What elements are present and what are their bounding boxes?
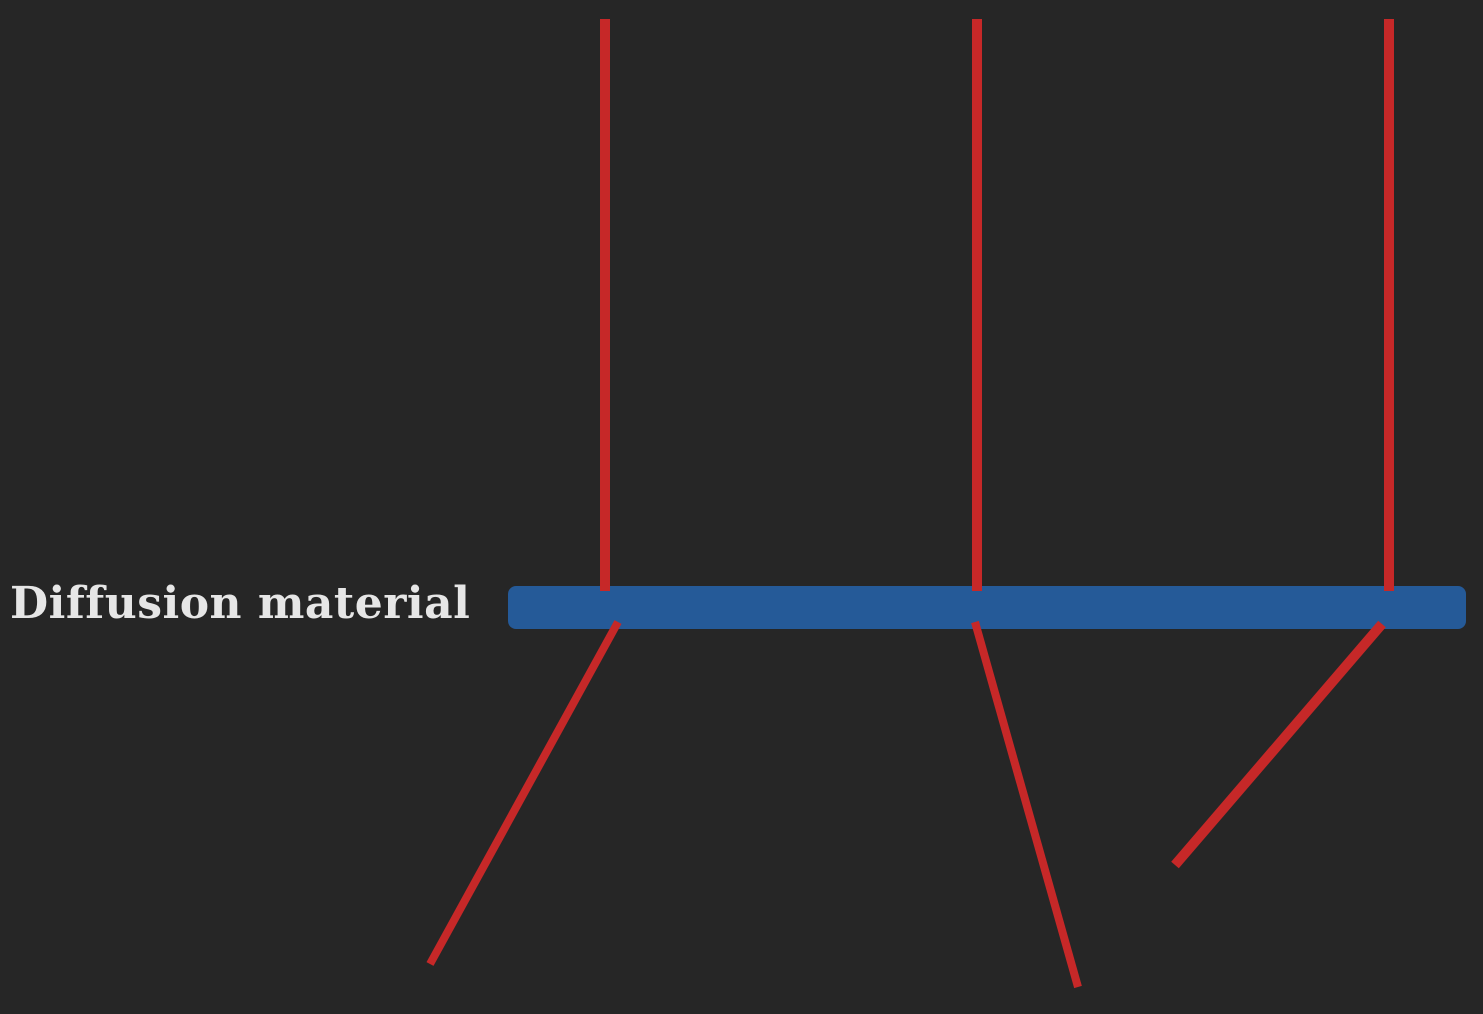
diffusion-material-slab [508, 586, 1466, 629]
scattered-ray-3 [1171, 620, 1386, 869]
scattered-ray-1 [426, 620, 622, 966]
scattered-ray-2 [971, 620, 1082, 989]
diffusion-material-label: Diffusion material [10, 578, 471, 629]
